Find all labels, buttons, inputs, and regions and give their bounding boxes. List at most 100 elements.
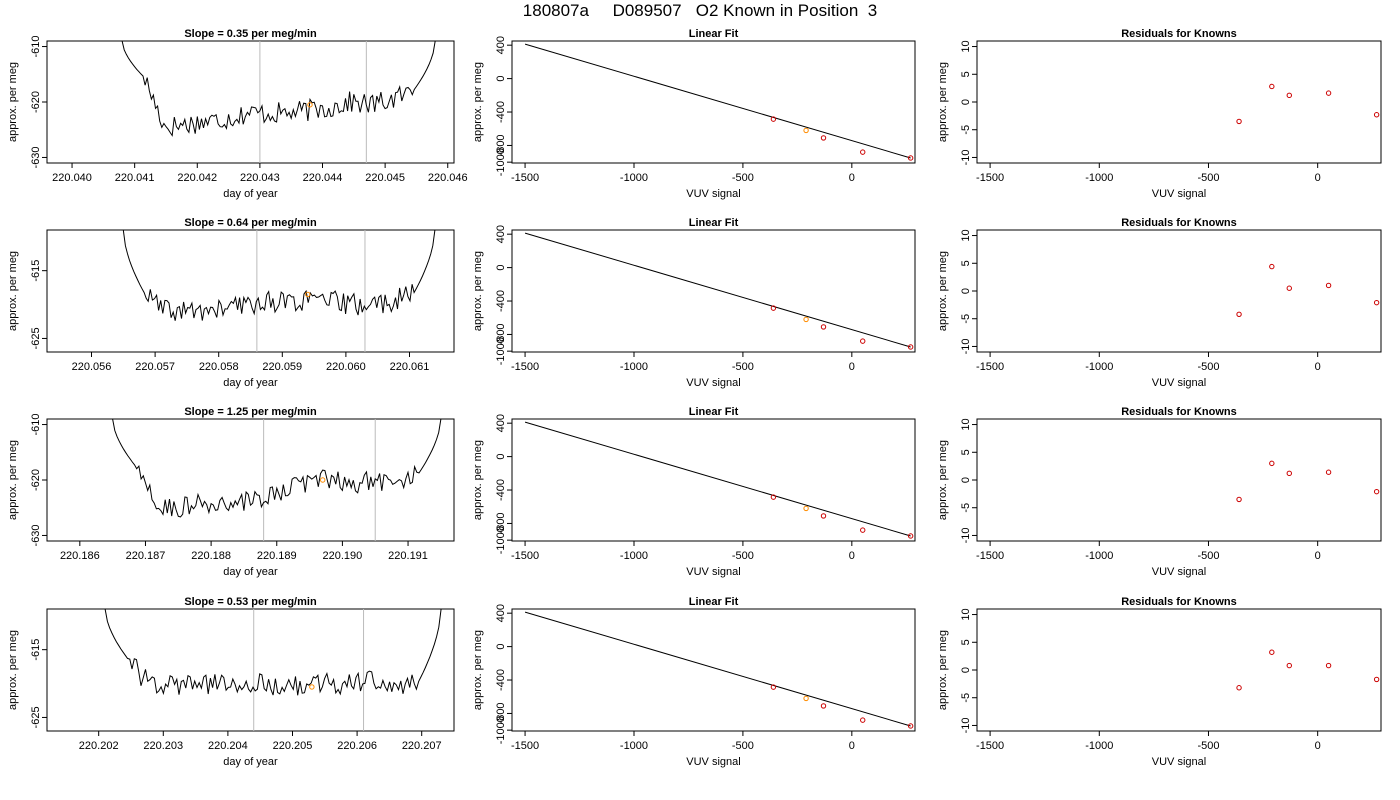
plot-frame — [46, 229, 455, 353]
x-tick-label: -1500 — [511, 550, 539, 562]
x-tick-label: 220.189 — [257, 550, 297, 562]
x-tick-label: -1000 — [1085, 172, 1113, 184]
y-axis-label: approx. per meg — [937, 630, 949, 710]
plot-frame — [976, 229, 1382, 353]
x-tick-label: -500 — [1197, 361, 1219, 373]
x-tick-label: 220.058 — [199, 361, 239, 373]
y-axis-label: approx. per meg — [472, 630, 484, 710]
panel-title: Residuals for Knowns — [1121, 596, 1237, 608]
y-tick-label: -1000 — [495, 148, 507, 176]
x-tick-label: -1000 — [620, 172, 648, 184]
residual-point — [1236, 496, 1242, 503]
x-tick-label: 220.206 — [337, 740, 377, 752]
x-tick-label: -1000 — [1085, 550, 1113, 562]
x-axis-label: VUV signal — [1152, 566, 1206, 578]
y-axis-label: approx. per meg — [937, 251, 949, 331]
drift-trace-line — [121, 41, 436, 137]
x-axis-label: VUV signal — [686, 756, 740, 768]
x-tick-label: -1000 — [1085, 740, 1113, 752]
x-tick-label: -1000 — [1085, 361, 1113, 373]
x-tick-label: -1500 — [511, 740, 539, 752]
y-axis-label: approx. per meg — [937, 440, 949, 520]
y-tick-label: 5 — [960, 260, 972, 266]
y-tick-label: -800 — [495, 702, 507, 724]
x-tick-label: 220.190 — [323, 550, 363, 562]
y-tick-label: -800 — [495, 323, 507, 345]
x-tick-label: 220.043 — [240, 172, 280, 184]
plot-frame — [976, 418, 1382, 542]
x-tick-label: -1000 — [620, 550, 648, 562]
panel-title: Linear Fit — [689, 28, 739, 40]
x-tick-label: 0 — [1315, 172, 1321, 184]
plot-frame — [976, 40, 1382, 164]
x-tick-label: 220.057 — [135, 361, 175, 373]
chart-panel-fit-row-1: Linear Fit-1500 -1000 -500 0-1000-800-40004… — [472, 28, 916, 200]
y-tick-label: -5 — [960, 314, 972, 324]
y-axis-label: approx. per meg — [7, 62, 19, 142]
x-tick-label: 220.202 — [79, 740, 119, 752]
chart-panel-drift-row-1: Slope = 0.35 per meg/min 220.040 220.041 22… — [7, 28, 468, 200]
fit-line — [524, 611, 911, 727]
residual-point — [1269, 263, 1275, 270]
x-axis-label: VUV signal — [686, 377, 740, 389]
panel-title: Slope = 0.35 per meg/min — [184, 28, 317, 40]
y-tick-label: 400 — [495, 604, 507, 622]
y-tick-label: -400 — [495, 101, 507, 123]
x-tick-label: 220.059 — [262, 361, 302, 373]
y-axis-label: approx. per meg — [937, 62, 949, 142]
known-point — [907, 344, 914, 350]
residual-point — [1373, 676, 1380, 683]
x-tick-label: 220.203 — [143, 740, 183, 752]
x-tick-label: 0 — [849, 740, 855, 752]
y-tick-label: 0 — [960, 288, 972, 294]
x-tick-label: 0 — [849, 550, 855, 562]
x-tick-label: 0 — [1315, 361, 1321, 373]
x-tick-label: 220.186 — [60, 550, 100, 562]
y-tick-label: 0 — [960, 477, 972, 483]
x-axis-label: VUV signal — [1152, 756, 1206, 768]
residual-point — [1286, 92, 1292, 99]
plot-frame — [46, 608, 455, 732]
y-tick-label: -630 — [30, 146, 42, 168]
chart-panel-drift-row-2: Slope = 0.64 per meg/min 220.056 220.057 22… — [7, 217, 455, 389]
chart-panel-fit-row-4: Linear Fit-1500 -1000 -500 0-1000-800-40004… — [472, 596, 916, 768]
x-tick-label: -500 — [1197, 172, 1219, 184]
x-tick-label: 0 — [849, 361, 855, 373]
residual-point — [1269, 83, 1275, 90]
fit-line — [524, 43, 911, 159]
x-tick-label: 220.060 — [326, 361, 366, 373]
x-tick-label: 220.046 — [428, 172, 468, 184]
y-tick-label: -5 — [960, 693, 972, 703]
y-tick-label: 0 — [495, 644, 507, 650]
y-tick-label: 400 — [495, 414, 507, 432]
y-axis-label: approx. per meg — [7, 251, 19, 331]
residual-point — [1373, 112, 1380, 118]
panel-title: Residuals for Knowns — [1121, 28, 1237, 40]
residual-point — [1325, 282, 1332, 289]
panel-title: Slope = 1.25 per meg/min — [184, 406, 317, 418]
plot-frame — [511, 229, 916, 353]
highlight-point — [309, 684, 315, 690]
y-tick-label: -5 — [960, 503, 972, 513]
plot-frame — [511, 608, 916, 732]
residual-point — [1325, 662, 1332, 669]
x-tick-label: 0 — [849, 172, 855, 184]
known-point — [860, 527, 866, 533]
x-tick-label: 220.207 — [402, 740, 442, 752]
plot-frame — [976, 608, 1382, 732]
chart-panel-drift-row-3: Slope = 1.25 per meg/min 220.186 220.187 22… — [7, 406, 455, 578]
highlight-point — [305, 291, 311, 298]
x-tick-label: 220.044 — [303, 172, 343, 184]
y-tick-label: -630 — [30, 524, 42, 546]
y-tick-label: 10 — [960, 40, 972, 52]
y-tick-label: 5 — [960, 449, 972, 455]
known-point — [907, 533, 914, 539]
y-tick-label: -10 — [960, 339, 972, 355]
y-axis-label: approx. per meg — [7, 630, 19, 710]
highlight-point — [803, 127, 809, 134]
y-tick-label: 10 — [960, 418, 972, 430]
plot-frame — [511, 40, 916, 164]
x-tick-label: -1500 — [976, 550, 1004, 562]
